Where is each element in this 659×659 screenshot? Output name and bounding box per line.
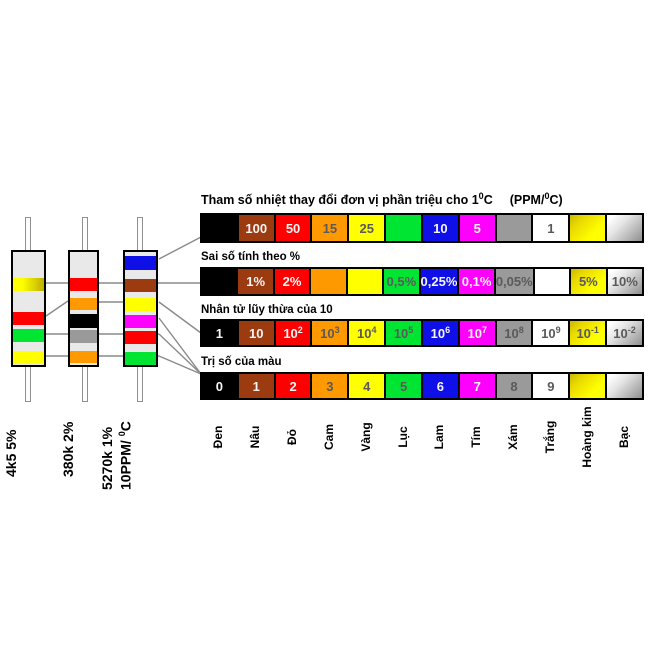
multiplier-cell-white: 10 9	[531, 319, 571, 347]
ppm-cell-brown: 100	[236, 213, 276, 243]
degree-superscript: 0	[478, 191, 484, 201]
multiplier-cell-brown: 10	[236, 319, 276, 347]
ppm-unit-open: (PPM/	[509, 193, 545, 208]
ppm-cell-gold	[568, 213, 608, 243]
ppm-title-unit: C	[483, 193, 493, 208]
tolerance-cell-white	[532, 267, 572, 296]
ppm-cell-green	[384, 213, 423, 243]
value-cell-green: 5	[384, 372, 423, 400]
value-cell-black: 0	[200, 372, 239, 400]
multiplier-cell-gold: 10 -1	[568, 319, 608, 347]
tolerance-cell-red: 2%	[272, 267, 312, 296]
value-cell-blue: 6	[420, 372, 460, 400]
tolerance-cell-brown: 1%	[236, 267, 275, 296]
ppm-cell-magenta: 5	[457, 213, 497, 243]
tolerance-cell-yellow	[345, 267, 385, 296]
tolerance-cell-orange	[309, 267, 348, 296]
value-cell-magenta: 7	[457, 372, 497, 400]
ppm-title-text: Tham số nhiệt thay đổi đơn vị phần triệu…	[201, 193, 479, 208]
ppm-cell-silver	[605, 213, 644, 243]
ppm-row: 100 50 15 25 10 5 1	[200, 213, 644, 243]
multiplier-cell-green: 10 5	[384, 319, 423, 347]
ppm-cell-black	[200, 213, 239, 243]
tolerance-cell-green: 0,5%	[382, 267, 421, 296]
multiplier-cell-blue: 10 6	[420, 319, 460, 347]
line-ppm	[158, 236, 202, 260]
multiplier-cell-gray: 10 8	[494, 319, 534, 347]
tolerance-cell-gold: 5%	[569, 267, 608, 296]
ppm-cell-gray	[494, 213, 534, 243]
line-value-e	[158, 355, 202, 375]
ppm-row-title: Tham số nhiệt thay đổi đơn vị phần triệu…	[201, 191, 563, 207]
line-value-c	[158, 317, 202, 375]
ppm-cell-orange: 15	[310, 213, 350, 243]
ppm-cell-white: 1	[531, 213, 571, 243]
tolerance-cell-gray: 0,05%	[493, 267, 535, 296]
ppm-unit-close: C)	[549, 193, 563, 208]
tolerance-cell-magenta: 0,1%	[457, 267, 496, 296]
multiplier-row-label: Nhân tử lũy thừa của 10	[201, 304, 333, 316]
value-cell-gold	[568, 372, 608, 400]
tolerance-row-label: Sai số tính theo %	[201, 251, 301, 263]
multiplier-row: 1 10 10 2 10 3 10 4 10 5 10 6 10 7 10 8 10 9 10 -1 10 -2	[200, 319, 644, 347]
multiplier-cell-red: 10 2	[273, 319, 313, 347]
value-cell-silver	[605, 372, 644, 400]
tolerance-cell-black	[200, 267, 239, 296]
value-cell-white: 9	[531, 372, 571, 400]
tolerance-row: 1% 2% 0,5% 0,25% 0,1% 0,05% 5% 10%	[200, 267, 644, 296]
value-row-label: Trị số của màu	[201, 356, 282, 368]
multiplier-cell-black: 1	[200, 319, 239, 347]
multiplier-cell-silver: 10 -2	[605, 319, 644, 347]
value-cell-yellow: 4	[347, 372, 387, 400]
multiplier-cell-orange: 10 3	[310, 319, 350, 347]
tolerance-cell-silver: 10%	[605, 267, 644, 296]
value-cell-red: 2	[273, 372, 313, 400]
line-value-d	[158, 333, 202, 375]
ppm-cell-red: 50	[273, 213, 313, 243]
degree-superscript: 0	[544, 191, 550, 201]
value-cell-gray: 8	[494, 372, 534, 400]
value-cell-brown: 1	[236, 372, 276, 400]
value-cell-orange: 3	[310, 372, 350, 400]
line-multiplier-c	[158, 301, 202, 334]
ppm-cell-yellow: 25	[347, 213, 387, 243]
multiplier-cell-magenta: 10 7	[457, 319, 497, 347]
line-multiplier-a	[45, 300, 69, 317]
ppm-cell-blue: 10	[420, 213, 460, 243]
multiplier-cell-yellow: 10 4	[347, 319, 387, 347]
tolerance-cell-blue: 0,25%	[418, 267, 460, 296]
